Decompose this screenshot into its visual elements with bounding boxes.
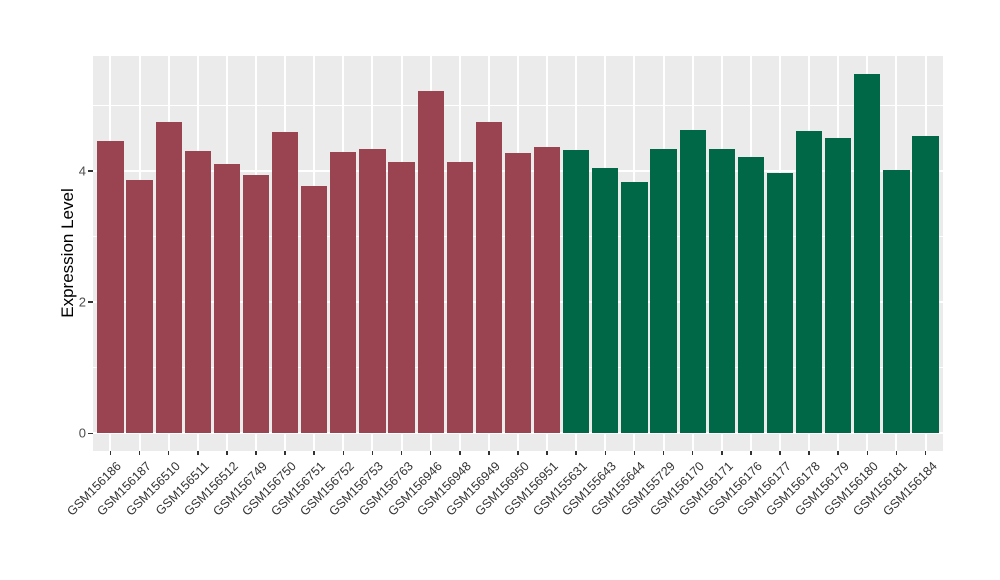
x-tick-mark bbox=[488, 451, 490, 455]
bar-GSM155644 bbox=[621, 181, 648, 434]
bar-GSM156171 bbox=[708, 149, 735, 434]
x-tick-mark bbox=[866, 451, 869, 455]
x-tick-mark bbox=[924, 451, 927, 455]
x-tick-mark bbox=[459, 451, 461, 455]
x-tick-mark bbox=[750, 451, 752, 455]
x-tick-mark bbox=[546, 451, 548, 455]
bar-GSM156510 bbox=[155, 121, 182, 434]
bar-GSM156948 bbox=[446, 162, 473, 434]
bar-GSM156170 bbox=[679, 130, 706, 434]
x-tick-mark bbox=[226, 451, 228, 455]
bar-GSM156186 bbox=[97, 141, 124, 434]
x-tick-mark bbox=[167, 451, 170, 455]
x-tick-mark bbox=[517, 451, 519, 455]
bar-GSM156751 bbox=[301, 185, 328, 434]
bar-GSM156178 bbox=[795, 131, 823, 434]
x-tick-mark bbox=[691, 451, 694, 455]
bar-GSM156184 bbox=[912, 136, 939, 434]
y-tick-mark bbox=[88, 432, 93, 435]
bar-GSM156753 bbox=[359, 149, 386, 434]
bar-GSM156752 bbox=[330, 152, 357, 434]
x-tick-mark bbox=[197, 451, 199, 455]
x-tick-mark bbox=[633, 451, 636, 455]
bar-GSM156180 bbox=[854, 74, 881, 434]
x-tick-mark bbox=[342, 451, 345, 455]
bar-GSM156187 bbox=[126, 180, 153, 434]
y-tick-label: 0 bbox=[78, 425, 86, 441]
x-tick-mark bbox=[808, 451, 810, 455]
x-tick-mark bbox=[400, 451, 403, 455]
bar-GSM155643 bbox=[592, 168, 619, 434]
bar-GSM156181 bbox=[883, 169, 910, 434]
bar-GSM156512 bbox=[213, 163, 240, 434]
x-tick-mark bbox=[837, 451, 839, 455]
y-tick-mark bbox=[88, 301, 93, 303]
bar-GSM156511 bbox=[184, 151, 211, 434]
x-tick-mark bbox=[371, 451, 374, 455]
x-tick-mark bbox=[284, 451, 286, 455]
y-tick-mark bbox=[88, 170, 93, 172]
x-tick-mark bbox=[721, 451, 723, 455]
bar-GSM156176 bbox=[737, 157, 764, 434]
y-tick-label: 2 bbox=[78, 294, 86, 310]
y-tick-label: 4 bbox=[78, 163, 86, 179]
bar-GSM156951 bbox=[534, 147, 561, 434]
bar-GSM155729 bbox=[650, 149, 677, 434]
bar-GSM156750 bbox=[272, 132, 299, 434]
bar-GSM156177 bbox=[766, 173, 794, 434]
bar-GSM155631 bbox=[563, 150, 590, 434]
bar-GSM156749 bbox=[242, 175, 270, 434]
x-tick-mark bbox=[779, 451, 781, 455]
x-tick-mark bbox=[662, 451, 665, 455]
bar-GSM156950 bbox=[504, 153, 532, 434]
bar-GSM156946 bbox=[417, 90, 444, 434]
bar-GSM156179 bbox=[825, 138, 852, 434]
x-tick-mark bbox=[255, 451, 257, 455]
x-tick-mark bbox=[138, 451, 141, 455]
x-tick-mark bbox=[575, 451, 577, 455]
x-tick-mark bbox=[109, 451, 112, 455]
bar-GSM156949 bbox=[475, 121, 502, 434]
x-tick-mark bbox=[895, 451, 898, 455]
x-tick-mark bbox=[313, 451, 315, 455]
x-tick-mark bbox=[429, 451, 432, 455]
x-tick-mark bbox=[604, 451, 607, 455]
plot-panel bbox=[93, 56, 943, 451]
bar-GSM156763 bbox=[388, 161, 415, 434]
